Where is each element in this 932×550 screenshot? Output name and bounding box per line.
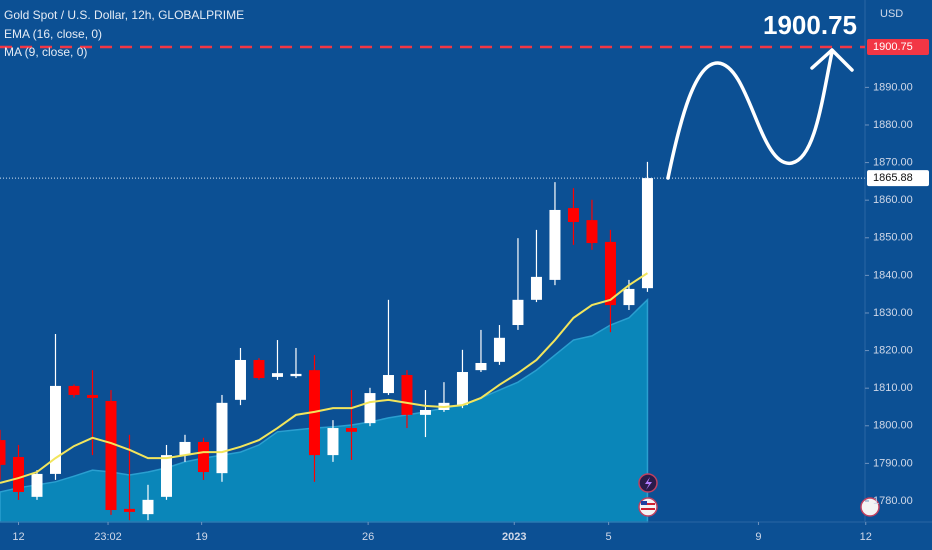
y-tick-label: 1790.00: [873, 457, 913, 469]
current-price-box: [867, 170, 929, 187]
y-tick-label: 1890.00: [873, 81, 913, 93]
legend-entry: MA (9, close, 0): [4, 45, 87, 59]
flag-icon: [860, 497, 880, 517]
target-annotation: 1900.75: [763, 10, 857, 40]
y-tick-label: 1780.00: [873, 495, 913, 507]
candle-body: [401, 375, 413, 415]
x-tick-label: 26: [362, 531, 374, 543]
plot-area: [0, 161, 653, 523]
candle-body: [512, 299, 524, 326]
x-tick-label: 5: [606, 531, 612, 543]
ema-line: [0, 272, 649, 484]
candle-body: [179, 441, 191, 456]
candle-body: [49, 385, 61, 474]
candle-body: [549, 209, 561, 280]
candle-body: [456, 372, 468, 406]
candle-body: [345, 428, 357, 432]
candle-body: [123, 508, 135, 512]
candle-body: [604, 241, 616, 306]
candle-body: [105, 400, 117, 511]
candle-body: [586, 220, 598, 244]
candle-body: [530, 276, 542, 300]
y-tick-label: 1870.00: [873, 156, 913, 168]
target-price-label: 1900.75: [873, 41, 913, 53]
x-tick-label: 19: [196, 531, 208, 543]
y-tick-label: 1840.00: [873, 269, 913, 281]
flag-canton: [641, 501, 647, 505]
candle-body: [0, 440, 6, 465]
candle-body: [382, 375, 394, 394]
x-tick-label: 23:02: [94, 531, 122, 543]
candle-body: [364, 393, 376, 424]
legend-entry: EMA (16, close, 0): [4, 27, 102, 41]
target-price-box: [867, 38, 929, 55]
event-icon-bolt: [645, 477, 652, 490]
flag-stripe: [641, 508, 655, 510]
y-tick-label: 1800.00: [873, 420, 913, 432]
candle-body: [290, 373, 302, 377]
y-tick-label: 1850.00: [873, 232, 913, 244]
y-tick-label: 1820.00: [873, 344, 913, 356]
overlay: 1900.75 1865.88: [0, 38, 929, 187]
x-tick-label: 12: [860, 531, 872, 543]
current-price-label: 1865.88: [873, 172, 913, 184]
flag-stripe: [641, 503, 655, 505]
candle-body: [475, 362, 487, 371]
candle-body: [253, 359, 265, 379]
candle-body: [197, 441, 209, 473]
y-tick-label: 1880.00: [873, 119, 913, 131]
y-tick-label: 1810.00: [873, 382, 913, 394]
candle-body: [419, 409, 431, 415]
candle-body: [31, 473, 43, 497]
candle-body: [493, 337, 505, 362]
candle-body: [623, 288, 635, 306]
flag-icon: [638, 497, 658, 517]
y-tick-label: 1860.00: [873, 194, 913, 206]
candle-body: [86, 394, 98, 398]
candle-body: [142, 499, 154, 515]
candle-body: [641, 178, 653, 289]
candle-body: [234, 359, 246, 400]
candle-body: [567, 208, 579, 222]
y-tick-label: 1830.00: [873, 307, 913, 319]
chart-title: Gold Spot / U.S. Dollar, 12h, GLOBALPRIM…: [4, 8, 244, 22]
x-tick-label: 2023: [502, 531, 526, 543]
candle-body: [271, 373, 283, 377]
candle-body: [12, 456, 24, 492]
projection-arrow: [666, 50, 834, 180]
currency-label: USD: [880, 8, 903, 20]
x-tick-label: 9: [755, 531, 761, 543]
arrow-head: [810, 48, 854, 72]
candle-body: [68, 385, 80, 395]
candle-body: [327, 428, 339, 456]
x-tick-label: 12: [12, 531, 24, 543]
candle-body: [160, 455, 172, 497]
candle-body: [216, 402, 228, 474]
